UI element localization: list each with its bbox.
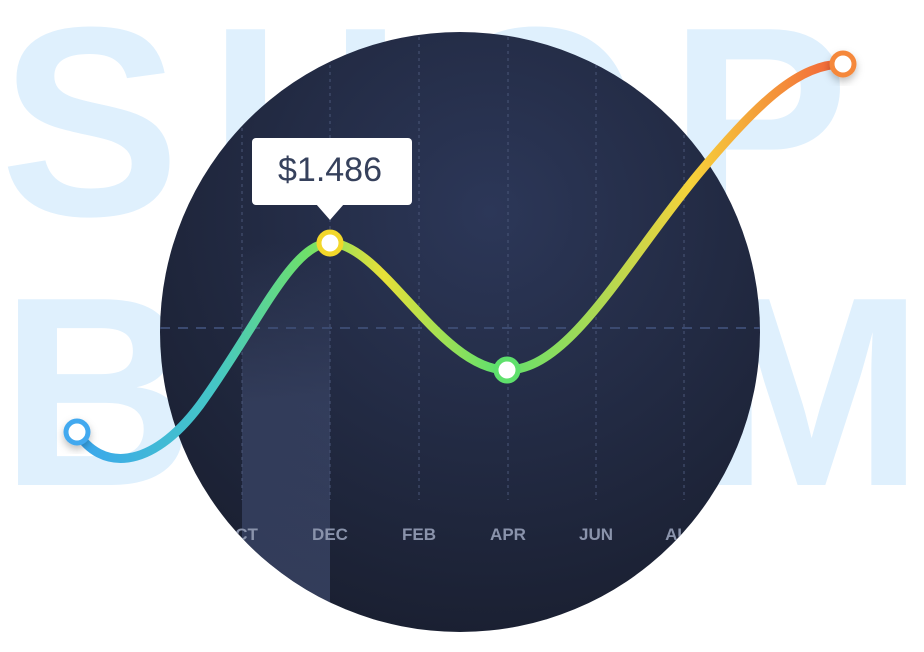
point [829,50,857,78]
point [493,356,521,384]
point [316,229,344,257]
highlight-band [242,243,330,632]
month-label: FEB [402,525,436,544]
month-label: JUN [579,525,613,544]
month-label: APR [490,525,526,544]
tooltip-text: $1.486 [278,151,382,189]
point [63,418,91,446]
trend-line [72,59,848,463]
tooltip-pointer [316,204,344,220]
tooltip: $1.486 [252,138,412,220]
month-label: DEC [312,525,348,544]
tooltip-box [252,138,412,205]
